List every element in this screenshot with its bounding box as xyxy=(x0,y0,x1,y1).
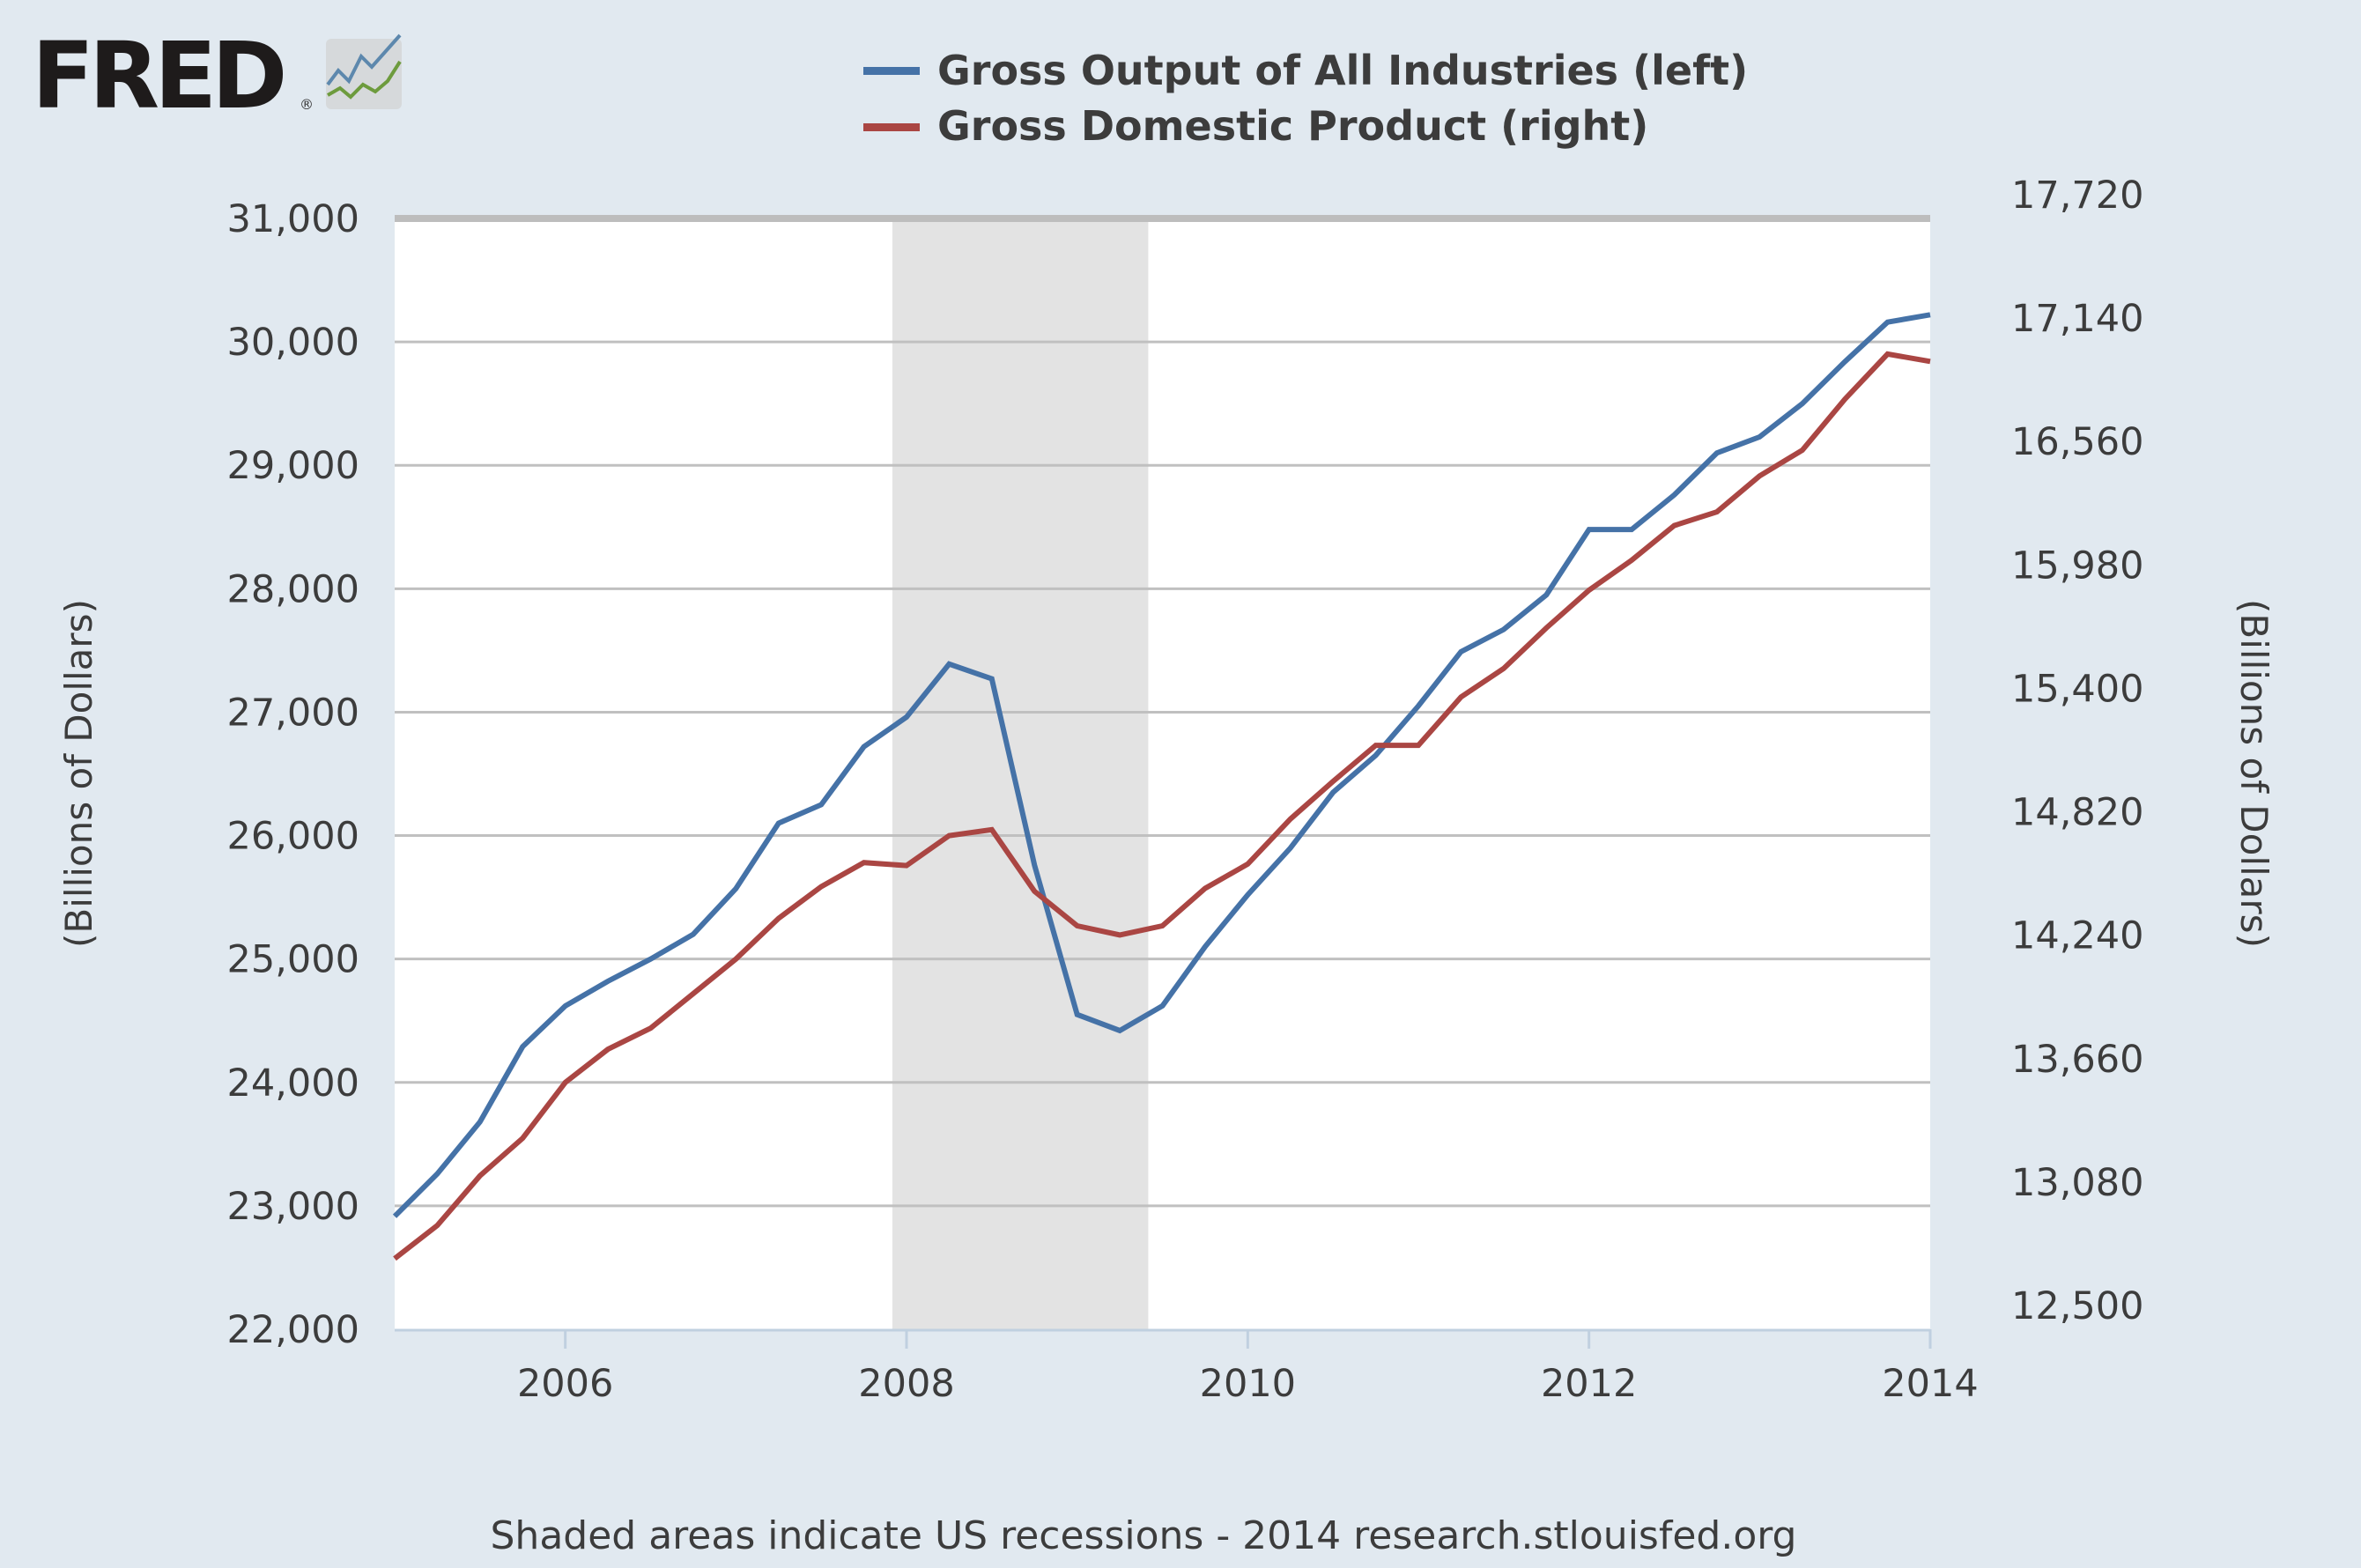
recession-shading xyxy=(892,218,1149,1329)
legend-swatch-blue xyxy=(863,67,920,75)
y-left-tick-label: 31,000 xyxy=(227,197,359,241)
y-right-tick-label: 15,980 xyxy=(2011,544,2143,588)
legend-label: Gross Output of All Industries (left) xyxy=(937,47,1748,94)
y-left-tick-labels: 22,000 23,000 24,000 25,000 26,000 27,000 28,0… xyxy=(227,197,359,1352)
y-left-tick-label: 29,000 xyxy=(227,444,359,488)
logo-text: FRED xyxy=(32,22,283,129)
legend-label: Gross Domestic Product (right) xyxy=(937,102,1648,150)
legend-swatch-red xyxy=(863,123,920,131)
x-tick-label: 2010 xyxy=(1200,1362,1296,1406)
fred-logo[interactable]: FRED ® xyxy=(32,22,402,129)
logo-registered-mark: ® xyxy=(300,96,314,113)
legend-item-gross-output[interactable]: Gross Output of All Industries (left) xyxy=(863,47,1748,94)
x-tick-label: 2012 xyxy=(1541,1362,1637,1406)
y-right-axis-title: (Billions of Dollars) xyxy=(2232,599,2276,948)
y-left-tick-label: 26,000 xyxy=(227,815,359,859)
y-right-tick-labels: 12,500 13,080 13,660 14,240 14,820 15,400 15,9… xyxy=(2011,174,2143,1328)
logo-chart-icon xyxy=(326,33,402,109)
recession-band xyxy=(892,218,1149,1329)
y-right-tick-label: 13,660 xyxy=(2011,1038,2143,1082)
y-left-tick-label: 25,000 xyxy=(227,938,359,982)
y-left-tick-label: 22,000 xyxy=(227,1308,359,1352)
y-left-tick-label: 27,000 xyxy=(227,691,359,735)
gridlines xyxy=(395,340,1930,1208)
y-right-tick-label: 16,560 xyxy=(2011,420,2143,464)
y-left-tick-label: 30,000 xyxy=(227,321,359,365)
plot-area xyxy=(395,218,1930,1329)
y-right-tick-label: 15,400 xyxy=(2011,667,2143,711)
legend: Gross Output of All Industries (left) Gr… xyxy=(863,47,1748,150)
x-tick-label: 2014 xyxy=(1882,1362,1978,1406)
x-tick-label: 2006 xyxy=(517,1362,613,1406)
series-lines xyxy=(392,312,1931,1261)
y-right-tick-label: 12,500 xyxy=(2011,1284,2143,1328)
y-right-tick-label: 17,720 xyxy=(2011,174,2143,218)
series-line-gdp xyxy=(393,351,1931,1261)
legend-item-gdp[interactable]: Gross Domestic Product (right) xyxy=(863,102,1648,150)
y-right-tick-label: 14,240 xyxy=(2011,914,2143,958)
y-left-tick-label: 24,000 xyxy=(227,1061,359,1106)
footer-note: Shaded areas indicate US recessions - 20… xyxy=(491,1513,1797,1558)
y-left-axis-title: (Billions of Dollars) xyxy=(57,599,100,948)
y-left-tick-label: 23,000 xyxy=(227,1185,359,1229)
x-tick-labels: 2006 2008 2010 2012 2014 xyxy=(517,1329,1979,1406)
series-line-gross-output xyxy=(392,312,1931,1218)
y-right-tick-label: 14,820 xyxy=(2011,791,2143,835)
plot-top-border xyxy=(395,215,1930,222)
y-right-tick-label: 17,140 xyxy=(2011,297,2143,341)
y-left-tick-label: 28,000 xyxy=(227,567,359,611)
x-tick-label: 2008 xyxy=(858,1362,954,1406)
y-right-tick-label: 13,080 xyxy=(2011,1161,2143,1205)
